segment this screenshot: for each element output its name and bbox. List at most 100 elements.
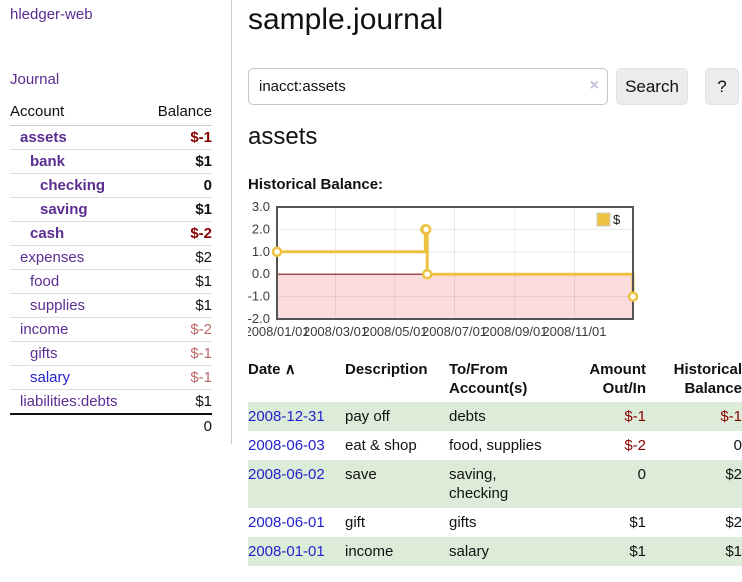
register-header-accounts: To/From Account(s) <box>449 361 528 397</box>
main-content: sample.journal × Search ? assets Histori… <box>248 0 742 582</box>
account-link[interactable]: supplies <box>30 297 86 314</box>
accounts-header-row: Account Balance <box>10 100 212 126</box>
account-link[interactable]: gifts <box>30 345 58 362</box>
transaction-amount: $-2 <box>624 437 646 454</box>
account-balance: $1 <box>144 293 212 318</box>
sidebar-divider <box>231 0 232 444</box>
svg-text:3.0: 3.0 <box>252 202 270 214</box>
account-balance: $2 <box>144 245 212 270</box>
account-link[interactable]: saving <box>40 201 88 218</box>
app-title-link[interactable]: hledger-web <box>10 6 93 23</box>
transaction-date-link[interactable]: 2008-06-01 <box>248 514 325 531</box>
transaction-amount: 0 <box>637 466 646 483</box>
register-header-row: Date ∧ Description To/From Account(s) Am… <box>248 358 742 402</box>
transaction-description: save <box>345 466 377 483</box>
sidebar-item-journal[interactable]: Journal <box>10 71 60 88</box>
search-input[interactable] <box>248 68 608 105</box>
svg-text:2008/03/01: 2008/03/01 <box>303 324 368 339</box>
account-name-cell: bank <box>10 149 145 174</box>
page-title: sample.journal <box>248 3 444 36</box>
register-header-balance: Historical Balance <box>673 361 742 397</box>
svg-text:2008/05/01: 2008/05/01 <box>362 324 427 339</box>
accounts-table-body: assets $-1 bank $1 checking 0 saving $1 cash $-2 e… <box>10 125 212 415</box>
accounts-header-balance: Balance <box>144 100 212 126</box>
transaction-description: eat & shop <box>345 437 417 454</box>
transaction-date-cell: 2008-06-01 <box>248 508 345 537</box>
account-link[interactable]: expenses <box>20 249 85 266</box>
account-balance: $1 <box>144 197 212 222</box>
account-link[interactable]: liabilities:debts <box>20 393 118 410</box>
account-balance: $-1 <box>144 365 212 390</box>
account-row: checking 0 <box>10 173 212 198</box>
account-name-cell: salary <box>10 365 145 390</box>
account-row: assets $-1 <box>10 125 212 150</box>
transaction-date-cell: 2008-06-03 <box>248 431 345 460</box>
account-link[interactable]: salary <box>30 369 71 386</box>
transaction-accounts: debts <box>449 408 486 425</box>
transaction-balance: $2 <box>725 514 742 531</box>
help-button[interactable]: ? <box>705 68 739 105</box>
clear-search-icon[interactable]: × <box>589 77 599 94</box>
accounts-total-value: 0 <box>144 413 212 438</box>
account-row: income $-2 <box>10 317 212 342</box>
transaction-accounts: salary <box>449 543 490 560</box>
transaction-accounts: saving, checking <box>449 466 509 502</box>
account-balance: $-1 <box>144 125 212 150</box>
transaction-date-cell: 2008-06-02 <box>248 460 345 508</box>
historical-balance-chart: $3.0 2.0 1.0 0.0 -1.0 -2.02008/01/012008/03/0… <box>248 202 639 339</box>
account-row: gifts $-1 <box>10 341 212 366</box>
sidebar: hledger-web Journal Account Balance asse… <box>0 0 232 450</box>
sort-asc-icon: ∧ <box>284 361 296 378</box>
account-balance: $1 <box>144 149 212 174</box>
svg-text:1.0: 1.0 <box>252 244 270 259</box>
account-link[interactable]: assets <box>20 129 67 146</box>
transaction-description: income <box>345 543 394 560</box>
register-table: Date ∧ Description To/From Account(s) Am… <box>248 358 742 566</box>
transaction-description: gift <box>345 514 366 531</box>
register-header-date-label: Date <box>248 361 281 378</box>
transaction-amount: $-1 <box>624 408 646 425</box>
account-row: supplies $1 <box>10 293 212 318</box>
account-link[interactable]: checking <box>40 177 106 194</box>
svg-text:-2.0: -2.0 <box>248 311 270 326</box>
transaction-amount: $1 <box>629 514 646 531</box>
register-header-date[interactable]: Date ∧ <box>248 358 345 402</box>
accounts-total-row: 0 <box>10 413 212 438</box>
account-name-cell: saving <box>10 197 145 222</box>
account-link[interactable]: income <box>20 321 69 338</box>
account-balance: $-1 <box>144 341 212 366</box>
svg-text:2008/11/01: 2008/11/01 <box>542 324 606 339</box>
search-form: × Search ? <box>248 68 742 105</box>
transaction-date-link[interactable]: 2008-01-01 <box>248 543 325 560</box>
transaction-row: 2008-06-01 gift gifts $1 $2 <box>248 508 742 537</box>
transaction-date-link[interactable]: 2008-06-02 <box>248 466 325 483</box>
account-row: bank $1 <box>10 149 212 174</box>
account-link[interactable]: cash <box>30 225 65 242</box>
transaction-date-cell: 2008-01-01 <box>248 537 345 566</box>
account-row: saving $1 <box>10 197 212 222</box>
svg-text:2008/01/01: 2008/01/01 <box>248 324 310 339</box>
account-link[interactable]: food <box>30 273 60 290</box>
accounts-header-account: Account <box>10 100 145 126</box>
transaction-date-link[interactable]: 2008-06-03 <box>248 437 325 454</box>
account-row: expenses $2 <box>10 245 212 270</box>
account-link[interactable]: bank <box>30 153 66 170</box>
transaction-date-link[interactable]: 2008-12-31 <box>248 408 325 425</box>
svg-text:0.0: 0.0 <box>252 266 270 281</box>
chart-heading: Historical Balance: <box>248 176 384 193</box>
transaction-amount: $1 <box>629 543 646 560</box>
transaction-row: 2008-06-02 save saving, checking 0 $2 <box>248 460 742 508</box>
search-button[interactable]: Search <box>616 68 688 105</box>
transaction-accounts: food, supplies <box>449 437 542 454</box>
account-heading: assets <box>248 123 318 150</box>
account-row: salary $-1 <box>10 365 212 390</box>
account-balance: $1 <box>144 389 212 415</box>
svg-text:2.0: 2.0 <box>252 221 270 236</box>
account-name-cell: liabilities:debts <box>10 389 145 415</box>
account-name-cell: checking <box>10 173 145 198</box>
transaction-accounts: gifts <box>449 514 477 531</box>
svg-text:2008/09/01: 2008/09/01 <box>482 324 547 339</box>
account-balance: $1 <box>144 269 212 294</box>
account-row: food $1 <box>10 269 212 294</box>
